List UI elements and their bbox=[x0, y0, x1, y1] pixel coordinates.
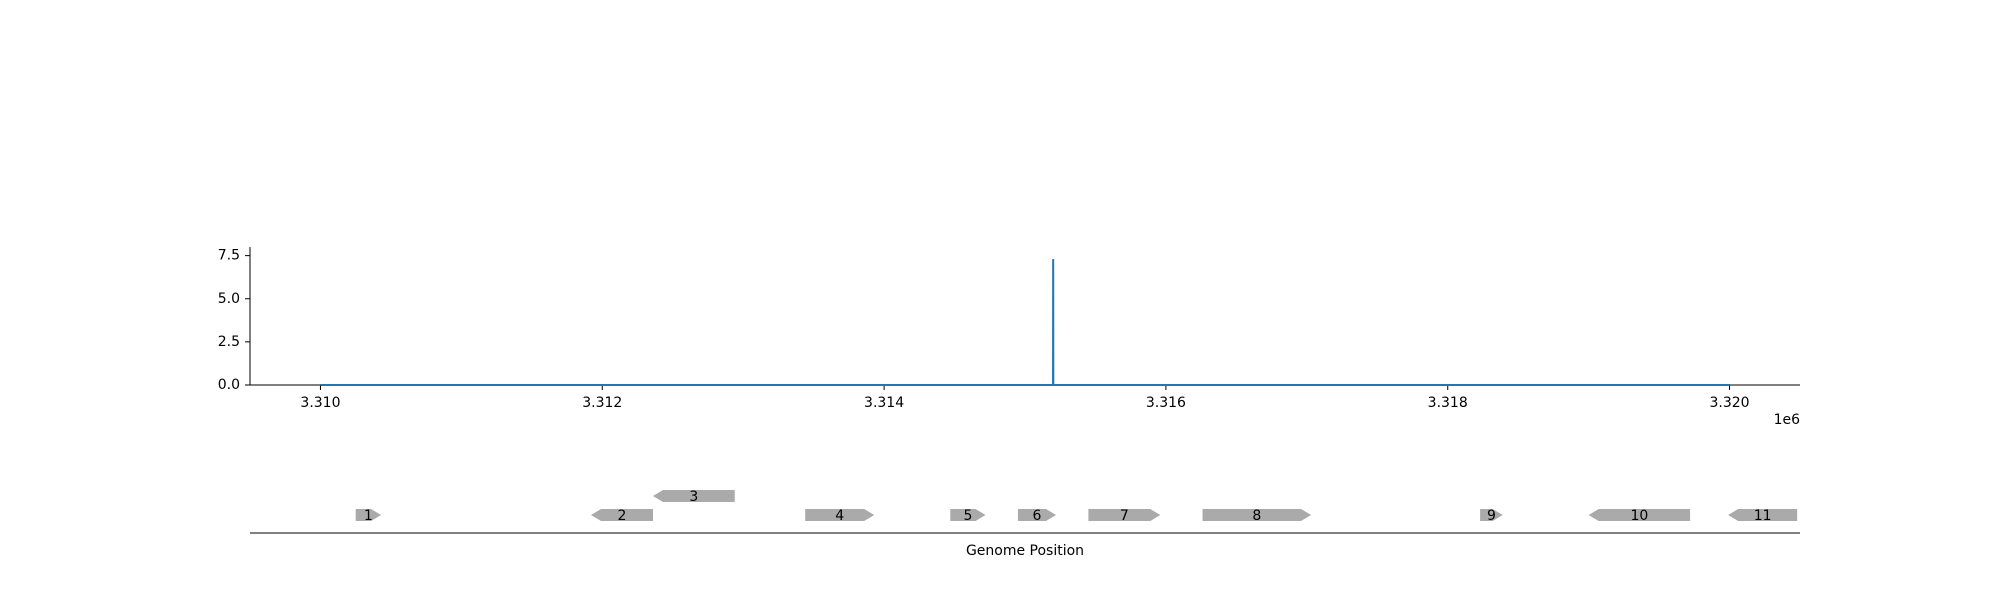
y-tick-label: 5.0 bbox=[218, 291, 240, 307]
gene-label: 10 bbox=[1630, 508, 1648, 524]
gene-track-xlabel: Genome Position bbox=[966, 543, 1084, 559]
gene-label: 9 bbox=[1487, 508, 1496, 524]
gene-arrow bbox=[1017, 509, 1056, 521]
signal-plot: 0.02.55.07.5 3.310 3.312 3.314 3.316 3.318 3.… bbox=[218, 247, 1800, 428]
x-tick-label: 3.314 bbox=[864, 395, 904, 411]
gene-arrow bbox=[805, 509, 875, 521]
x-axis-offset-label: 1e6 bbox=[1774, 412, 1801, 428]
gene-arrow bbox=[1588, 509, 1691, 521]
y-tick-label: 0.0 bbox=[218, 377, 240, 393]
gene-arrow bbox=[950, 509, 986, 521]
x-tick-label: 3.312 bbox=[582, 395, 622, 411]
gene-label: 5 bbox=[963, 508, 972, 524]
gene-arrow bbox=[653, 490, 735, 502]
gene-label: 7 bbox=[1120, 508, 1129, 524]
gene-arrow bbox=[355, 509, 382, 521]
gene-track: 1 2 3 4 5 6 7 8 9 10 11 Genome Position bbox=[250, 489, 1800, 559]
gene-label: 6 bbox=[1033, 508, 1042, 524]
x-tick-label: 3.320 bbox=[1709, 395, 1749, 411]
gene-label: 11 bbox=[1754, 508, 1772, 524]
gene-label: 3 bbox=[689, 489, 698, 505]
x-tick-label: 3.318 bbox=[1428, 395, 1468, 411]
x-axis-ticks: 3.310 3.312 3.314 3.316 3.318 3.320 bbox=[300, 385, 1750, 411]
gene-label: 1 bbox=[364, 508, 373, 524]
y-axis-ticks: 0.0 2.5 5.0 7.5 bbox=[218, 248, 250, 393]
series-line bbox=[320, 259, 1730, 386]
gene-arrow bbox=[1202, 509, 1312, 521]
y-tick-label: 7.5 bbox=[218, 248, 240, 264]
gene-label: 8 bbox=[1252, 508, 1261, 524]
gene-label: 4 bbox=[835, 508, 844, 524]
gene-label: 2 bbox=[618, 508, 627, 524]
x-tick-label: 3.316 bbox=[1146, 395, 1186, 411]
y-tick-label: 2.5 bbox=[218, 334, 240, 350]
gene-arrow bbox=[1088, 509, 1161, 521]
gene-arrows: 1 2 3 4 5 6 7 8 9 10 11 bbox=[355, 489, 1798, 524]
x-tick-label: 3.310 bbox=[300, 395, 340, 411]
gene-arrow bbox=[1728, 509, 1798, 521]
gene-arrow bbox=[591, 509, 653, 521]
gene-arrow bbox=[1480, 509, 1503, 521]
series-layer bbox=[320, 259, 1730, 386]
